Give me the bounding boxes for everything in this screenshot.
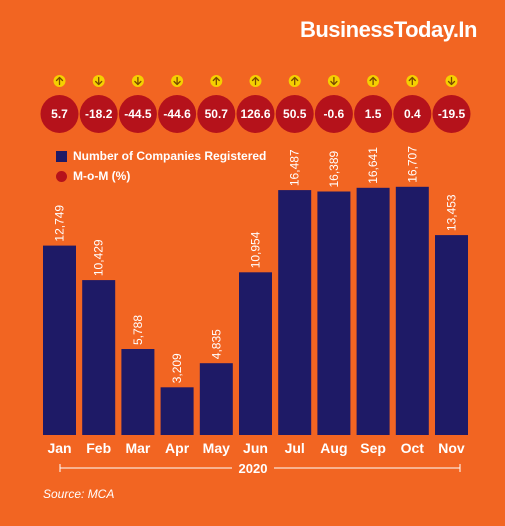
mom-circle <box>354 95 393 133</box>
x-tick-label: Jul <box>285 440 305 456</box>
bar <box>356 187 390 435</box>
x-tick-label: Mar <box>125 440 150 456</box>
bar <box>160 387 194 435</box>
arrow-up-icon <box>406 75 419 87</box>
arrow-down-icon <box>445 75 458 87</box>
arrow-up-icon <box>249 75 262 87</box>
mom-value-label: 50.7 <box>205 107 229 121</box>
bar-data-label: 10,954 <box>249 231 263 268</box>
bar-data-label: 16,707 <box>405 146 419 183</box>
mom-value-label: 0.4 <box>404 107 421 121</box>
bar <box>239 272 272 435</box>
bar <box>317 191 351 435</box>
x-tick-label: Apr <box>165 440 190 456</box>
mom-value-label: 1.5 <box>365 107 382 121</box>
bar-data-label: 16,389 <box>327 150 341 187</box>
arrow-glyph <box>291 76 299 86</box>
mom-circle <box>432 95 471 133</box>
mom-value-label: -0.6 <box>324 107 345 121</box>
bar <box>278 190 312 435</box>
arrow-glyph <box>134 76 142 86</box>
legend-label-mom: M-o-M (%) <box>73 169 131 183</box>
arrow-glyph <box>173 76 181 86</box>
bar-data-label: 13,453 <box>445 194 459 231</box>
bar <box>121 349 155 435</box>
x-tick-label: May <box>203 440 230 456</box>
arrow-up-icon <box>367 75 380 87</box>
mom-circle <box>40 95 79 133</box>
x-group-label: 2020 <box>239 461 268 476</box>
x-tick-label: Sep <box>360 440 386 456</box>
arrow-glyph <box>55 76 64 86</box>
bar-data-label: 5,788 <box>131 315 145 345</box>
bar <box>82 280 116 435</box>
legend-item-bars: Number of Companies Registered <box>56 146 266 166</box>
legend-item-mom: M-o-M (%) <box>56 166 266 186</box>
arrow-down-icon <box>327 75 340 87</box>
x-tick-label: Jan <box>47 440 71 456</box>
legend-swatch-bars <box>56 150 67 162</box>
brand-logo: BusinessToday.In <box>299 17 478 42</box>
x-tick-label: Oct <box>401 440 425 456</box>
bar <box>199 363 233 435</box>
mom-circle <box>158 95 197 133</box>
arrow-glyph <box>95 76 103 86</box>
bar-data-label: 10,429 <box>92 239 106 276</box>
mom-circle <box>236 95 275 133</box>
arrow-down-icon <box>171 75 184 87</box>
bar-data-label: 12,749 <box>53 205 67 242</box>
bar-data-label: 3,209 <box>170 353 184 383</box>
arrow-glyph <box>447 76 456 86</box>
bar-data-label: 16,487 <box>288 149 302 186</box>
legend: Number of Companies Registered M-o-M (%) <box>56 146 266 186</box>
arrow-down-icon <box>131 75 144 87</box>
arrow-glyph <box>251 76 260 86</box>
bar <box>395 186 429 435</box>
mom-value-label: -44.6 <box>163 107 191 121</box>
mom-circle <box>197 95 236 133</box>
x-tick-label: Jun <box>243 440 268 456</box>
mom-circle <box>118 95 157 133</box>
x-tick-label: Aug <box>320 440 347 456</box>
mom-value-label: 126.6 <box>240 107 270 121</box>
x-tick-label: Nov <box>438 440 465 456</box>
mom-circle <box>393 95 432 133</box>
arrow-up-icon <box>210 75 223 87</box>
arrow-up-icon <box>288 75 301 87</box>
arrow-glyph <box>369 76 377 86</box>
x-tick-label: Feb <box>86 440 111 456</box>
arrow-glyph <box>212 76 220 86</box>
arrow-glyph <box>408 76 416 86</box>
mom-value-label: -18.2 <box>85 107 113 121</box>
bar-data-label: 16,641 <box>366 147 380 184</box>
mom-circle <box>314 95 353 133</box>
bar <box>43 245 76 435</box>
mom-circle <box>275 95 314 133</box>
mom-value-label: -44.5 <box>124 107 152 121</box>
legend-label-bars: Number of Companies Registered <box>73 149 267 163</box>
bar-data-label: 4,835 <box>209 329 223 359</box>
mom-circle <box>79 95 118 133</box>
mom-value-label: 50.5 <box>283 107 307 121</box>
mom-value-label: 5.7 <box>51 107 68 121</box>
bar <box>435 235 468 435</box>
arrow-glyph <box>330 76 338 86</box>
legend-swatch-mom <box>56 170 67 182</box>
source-note: Source: MCA <box>43 487 115 501</box>
arrow-up-icon <box>53 75 66 87</box>
mom-value-label: -19.5 <box>438 107 466 121</box>
arrow-down-icon <box>92 75 105 87</box>
